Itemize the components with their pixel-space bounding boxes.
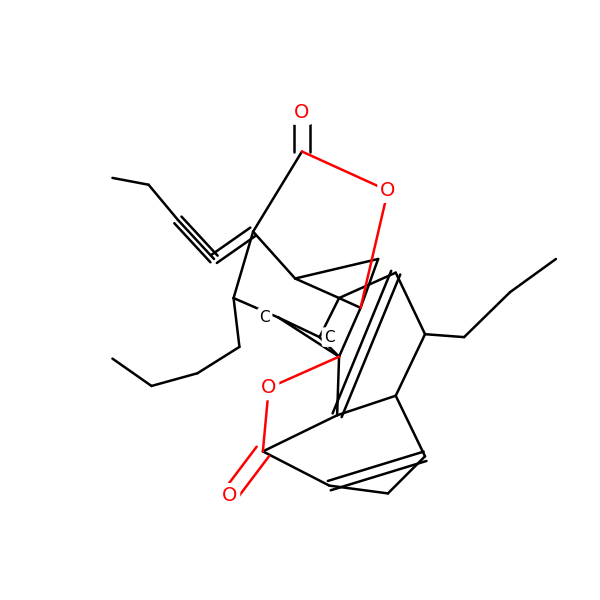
Text: O: O (261, 379, 277, 397)
Text: O: O (222, 486, 238, 505)
Text: O: O (294, 103, 310, 122)
Text: C: C (324, 329, 335, 344)
Text: C: C (260, 310, 270, 325)
Text: O: O (380, 181, 395, 200)
